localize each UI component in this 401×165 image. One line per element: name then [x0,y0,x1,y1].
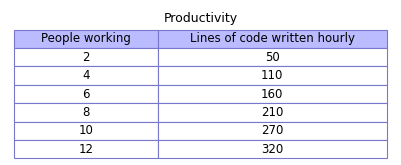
Bar [14,30,158,48]
Text: 50: 50 [265,51,279,64]
Bar [158,30,387,48]
Bar [158,122,387,140]
Bar [14,85,158,103]
Text: 10: 10 [78,124,93,137]
Bar [158,66,387,85]
Text: 110: 110 [261,69,284,82]
Bar [14,66,158,85]
Bar [158,103,387,122]
Text: 320: 320 [261,143,284,156]
Text: 6: 6 [82,88,89,100]
Text: 270: 270 [261,124,284,137]
Text: 8: 8 [82,106,89,119]
Text: 160: 160 [261,88,284,100]
Bar [158,85,387,103]
Text: 210: 210 [261,106,284,119]
Text: 12: 12 [78,143,93,156]
Text: Productivity: Productivity [164,12,237,25]
Bar [158,140,387,158]
Text: People working: People working [41,32,131,45]
Text: 2: 2 [82,51,89,64]
Text: Lines of code written hourly: Lines of code written hourly [190,32,355,45]
Bar [14,48,158,66]
Bar [158,48,387,66]
Bar [14,140,158,158]
Bar [14,122,158,140]
Text: 4: 4 [82,69,89,82]
Bar [14,103,158,122]
